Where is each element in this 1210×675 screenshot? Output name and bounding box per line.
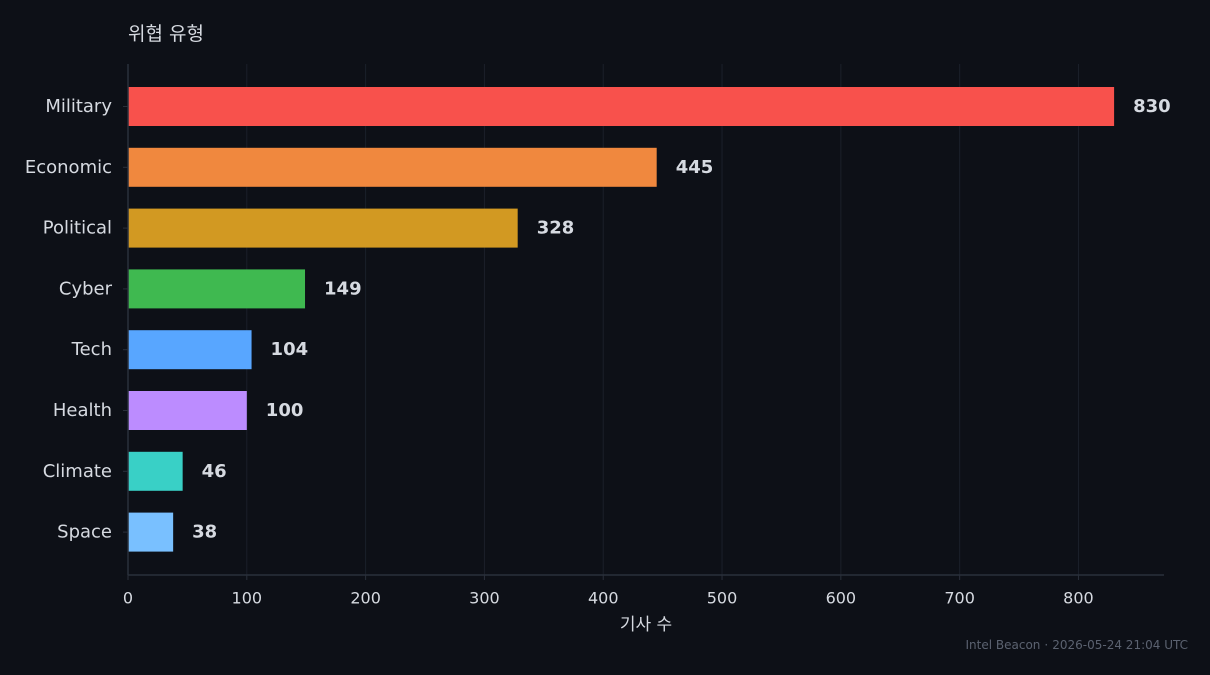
bar-tech — [128, 330, 252, 370]
footer-credit: Intel Beacon · 2026-05-24 21:04 UTC — [966, 638, 1188, 652]
value-label-climate: 46 — [202, 461, 227, 482]
category-label-health: Health — [53, 400, 112, 421]
footer-separator: · — [1044, 638, 1049, 652]
value-label-tech: 104 — [271, 339, 309, 360]
footer-source: Intel Beacon — [965, 638, 1041, 652]
x-tick-label-100: 100 — [232, 589, 263, 608]
chart-title: 위협 유형 — [128, 23, 204, 45]
category-label-tech: Tech — [71, 339, 112, 360]
category-label-space: Space — [57, 522, 112, 543]
value-label-space: 38 — [192, 522, 217, 543]
bar-cyber — [128, 269, 306, 309]
x-tick-label-200: 200 — [350, 589, 381, 608]
bar-space — [128, 512, 174, 552]
x-tick-label-400: 400 — [588, 589, 619, 608]
category-label-military: Military — [45, 96, 112, 117]
x-axis-title: 기사 수 — [620, 615, 672, 635]
footer-timestamp: 2026-05-24 21:04 UTC — [1052, 638, 1188, 652]
category-label-cyber: Cyber — [59, 278, 113, 299]
value-label-political: 328 — [537, 218, 575, 239]
x-tick-label-0: 0 — [123, 589, 133, 608]
x-tick-label-700: 700 — [944, 589, 975, 608]
category-label-political: Political — [43, 218, 112, 239]
value-label-military: 830 — [1133, 96, 1171, 117]
x-tick-label-600: 600 — [826, 589, 857, 608]
x-tick-label-300: 300 — [469, 589, 500, 608]
bar-climate — [128, 451, 183, 491]
bar-health — [128, 391, 247, 430]
x-tick-label-500: 500 — [707, 589, 738, 608]
bar-military — [128, 87, 1115, 126]
value-label-cyber: 149 — [324, 278, 362, 299]
category-label-climate: Climate — [43, 461, 112, 482]
bar-political — [128, 208, 518, 248]
category-label-economic: Economic — [25, 157, 112, 178]
x-tick-label-800: 800 — [1063, 589, 1094, 608]
value-label-economic: 445 — [676, 157, 714, 178]
bar-economic — [128, 147, 657, 187]
value-label-health: 100 — [266, 400, 304, 421]
